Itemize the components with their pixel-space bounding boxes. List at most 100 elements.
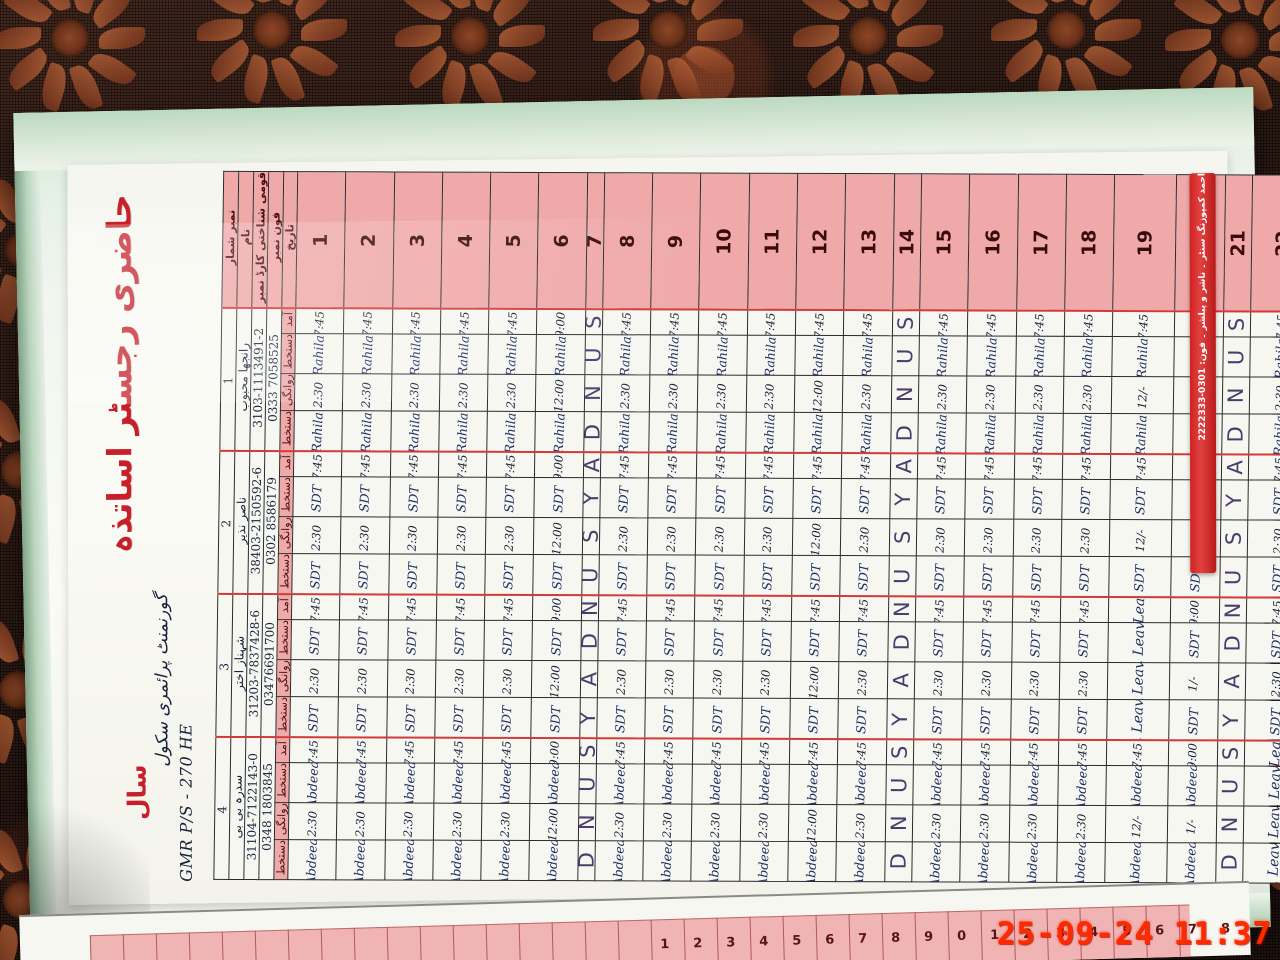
attendance-cell-d11: Rahila [745, 412, 795, 453]
table-row: دستخط Abdeea Abdeea Abdeea Abdeea Abdeea Abdee… [214, 839, 1280, 884]
attendance-cell-d16: Abdeea [961, 765, 1010, 806]
sunday-marker: A [583, 452, 601, 478]
attendance-cell-d5: SDT [482, 697, 532, 739]
sunday-marker: A [886, 661, 915, 699]
attendance-cell-d6: SDT [534, 477, 584, 518]
table-row: دستخط SDT SDT SDT SDT SDT SDT Y SDT SDT SDT SDT SDT S… [219, 476, 1280, 521]
sunday-marker: N [887, 596, 916, 622]
attendance-cell-d4: Rahila [438, 411, 488, 452]
attendance-cell-d13: SDT [841, 478, 890, 519]
attendance-cell-d18: Rahila [1063, 336, 1113, 377]
day-header-22: 22 [1250, 174, 1280, 312]
attendance-cell-d3: Rahila [390, 411, 440, 452]
attendance-cell-d13: 2:30 [842, 375, 892, 413]
attendance-cell-d18: SDT [1060, 556, 1110, 598]
attendance-cell-d5: Abdeea [482, 763, 531, 804]
attendance-cell-d9: Abdeea [642, 840, 692, 882]
attendance-cell-d9: SDT [646, 554, 696, 596]
sunday-marker: U [1219, 556, 1248, 598]
attendance-cell-d5: 7:45 [488, 308, 538, 335]
attendance-cell-d4: Rahila [439, 334, 489, 375]
publisher-strip: احمد کمپوزنگ سنٹر ۔ ناشر و پبلشر ۔ فون: … [1189, 172, 1217, 574]
day-header-16: 16 [968, 173, 1019, 311]
attendance-cell-d6: 9:00 [532, 595, 582, 621]
attendance-cell-d17: SDT [1011, 622, 1061, 663]
attendance-cell-d15: SDT [915, 555, 965, 597]
attendance-cell-d9: 7:45 [644, 738, 694, 765]
attendance-cell-d22: SDT [1246, 557, 1280, 598]
attendance-cell-d9: 2:30 [647, 517, 697, 556]
attendance-cell-d10: 2:30 [693, 661, 743, 699]
attendance-cell-d12: 12:00 [790, 661, 840, 699]
attendance-cell-d11: SDT [741, 698, 791, 739]
attendance-cell-d13: 2:30 [840, 518, 890, 556]
attendance-cell-d9: SDT [646, 620, 695, 662]
sunday-marker: D [1221, 413, 1250, 455]
attendance-cell-d3: 2:30 [386, 660, 436, 698]
attendance-cell-d3: 7:45 [392, 308, 441, 335]
attendance-cell-d22: 2:30 [1245, 663, 1280, 701]
sunday-marker: D [580, 620, 599, 661]
attendance-cell-d12: 12:00 [794, 375, 844, 413]
attendance-cell-d11: 2:30 [740, 804, 789, 842]
attendance-cell-d12: 12:00 [788, 804, 838, 842]
attendance-cell-d19: Rahila [1111, 336, 1175, 377]
sunday-marker: N [1215, 805, 1244, 843]
attendance-cell-d11: 2:30 [742, 661, 791, 699]
attendance-cell-d9: Rahila [649, 334, 699, 376]
attendance-cell-d20: 1/- [1169, 662, 1219, 700]
attendance-cell-d17: SDT [1010, 699, 1060, 740]
attendance-cell-d19: 12/- [1109, 519, 1173, 557]
attendance-cell-d20: 9:00 [1168, 740, 1218, 766]
attendance-cell-d5: Rahila [486, 411, 536, 453]
sunday-marker: D [884, 841, 913, 882]
attendance-cell-d20: 1/- [1167, 805, 1217, 843]
attendance-cell-d18: Abdeea [1056, 842, 1106, 883]
attendance-cell-d13: SDT [838, 698, 887, 740]
attendance-cell-d18: SDT [1061, 479, 1111, 520]
table-row: دستخط SDT SDT SDT SDT SDT SDT D SDT SDT SDT SDT SDT S… [217, 619, 1280, 664]
sunday-marker: D [577, 840, 596, 881]
sunday-marker: S [579, 738, 597, 764]
attendance-cell-d12: 12:00 [792, 518, 842, 556]
attendance-cell-d8: 7:45 [600, 452, 649, 478]
attendance-cell-d10: SDT [696, 478, 746, 519]
attendance-cell-d11: Rahila [746, 335, 796, 376]
attendance-cell-d3: 7:45 [388, 594, 437, 621]
attendance-cell-d12: 7:45 [795, 309, 845, 336]
attendance-cell-d8: SDT [599, 477, 649, 518]
attendance-cell-d18: 2:30 [1059, 662, 1108, 700]
attendance-cell-d16: Rahila [966, 413, 1015, 454]
attendance-cell-d12: Rahila [794, 335, 844, 376]
attendance-cell-d5: 2:30 [487, 374, 537, 412]
attendance-cell-d16: SDT [963, 622, 1012, 663]
attendance-cell-d4: Abdeea [433, 763, 483, 804]
attendance-cell-d17: SDT [1012, 556, 1062, 597]
attendance-cell-d3: SDT [389, 477, 439, 518]
attendance-cell-d4: Abdeea [432, 840, 482, 881]
attendance-cell-d8: SDT [598, 554, 648, 596]
attendance-cell-d6: 12:00 [529, 803, 579, 841]
attendance-cell-d12: 7:45 [791, 595, 841, 622]
attendance-cell-d10: SDT [695, 555, 745, 596]
attendance-cell-d6: 12:00 [533, 517, 583, 555]
sunday-marker: A [889, 453, 918, 479]
attendance-cell-d13: Abdeea [836, 841, 885, 882]
sunday-marker: U [1216, 765, 1245, 806]
sunday-marker: U [888, 555, 917, 597]
attendance-cell-d16: 7:45 [965, 453, 1015, 480]
attendance-cell-d19: 7:45 [1106, 740, 1170, 766]
attendance-cell-d12: Abdeea [788, 764, 838, 805]
attendance-cell-d17: 2:30 [1014, 376, 1064, 414]
sunday-marker: S [891, 310, 920, 336]
attendance-cell-d6: Abdeea [529, 840, 579, 881]
attendance-cell-d12: SDT [792, 478, 842, 519]
attendance-cell-d17: 7:45 [1013, 453, 1063, 480]
attendance-cell-d18: Rahila [1062, 413, 1112, 455]
attendance-cell-d16: SDT [964, 556, 1013, 597]
camera-timestamp: 25-09-24 11:37 [996, 916, 1272, 952]
table-row: روانگی 2:30 2:30 2:30 2:30 2:30 12:00 N 2:30 2:30… [220, 373, 1280, 415]
attendance-cell-d5: Abdeea [480, 840, 530, 881]
teacher-identity-block [213, 180, 373, 897]
attendance-cell-d4: 2:30 [437, 517, 486, 555]
